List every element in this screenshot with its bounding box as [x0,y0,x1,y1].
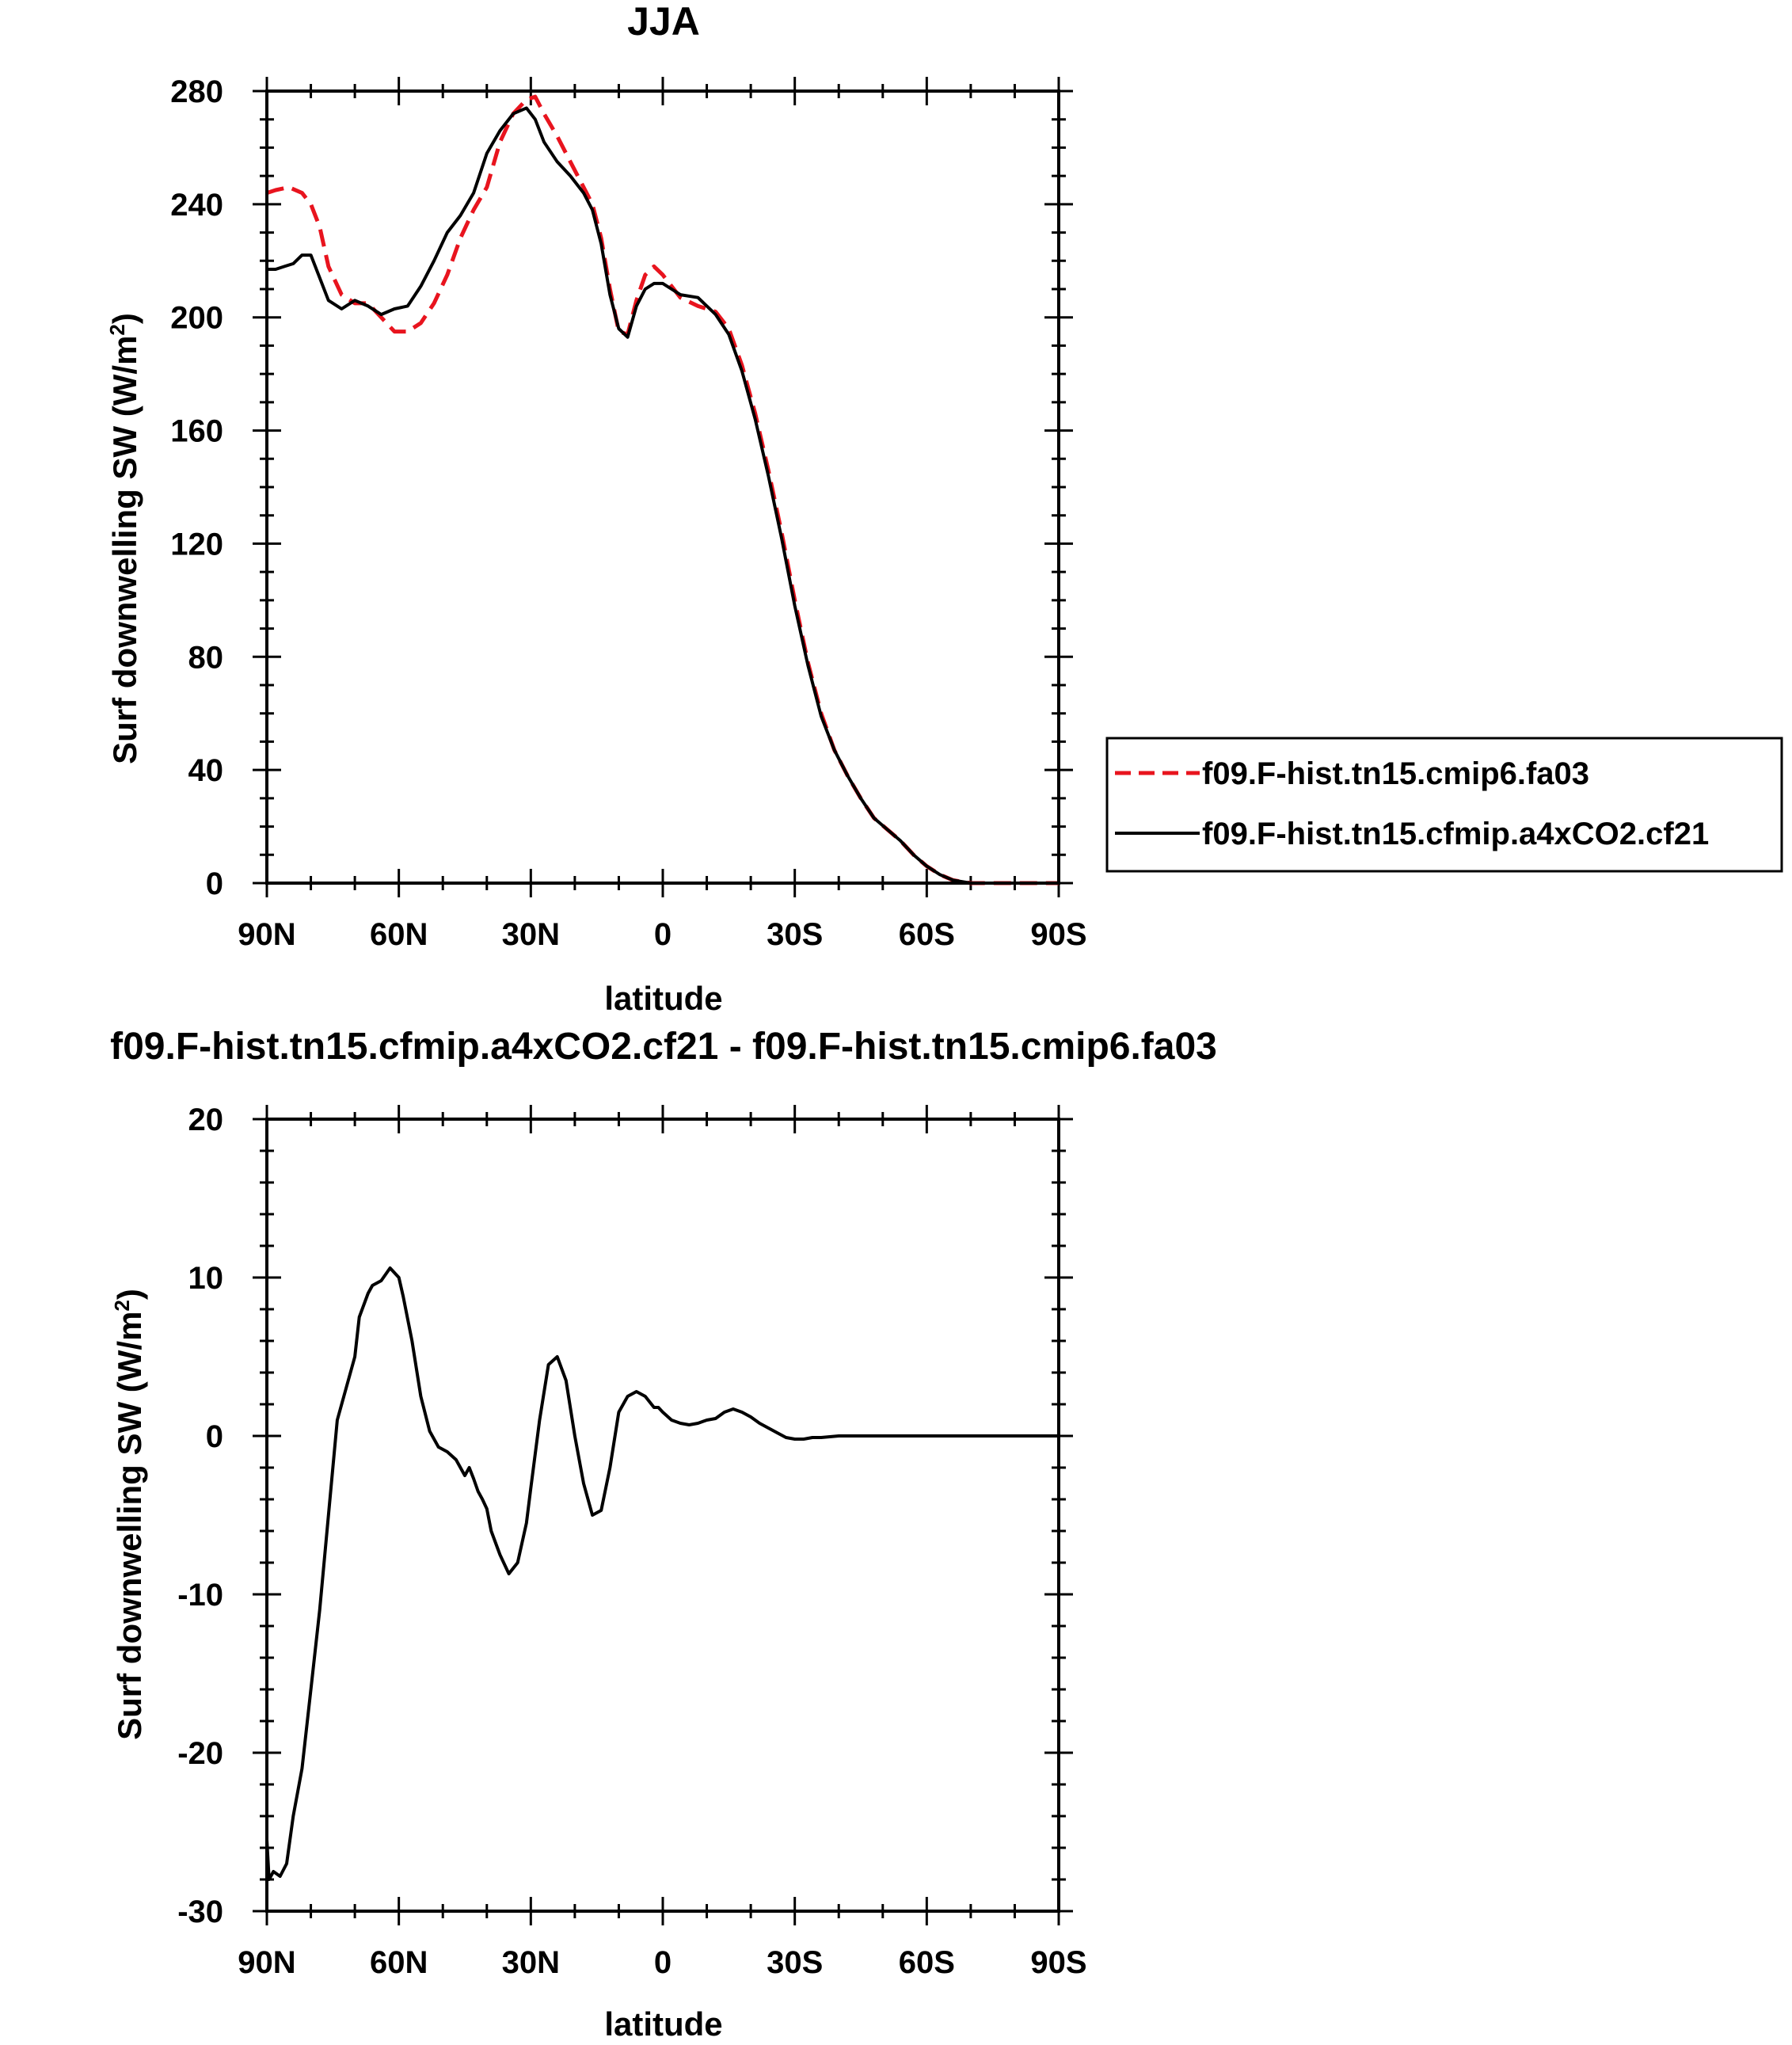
top-chart-legend: f09.F-hist.tn15.cmip6.fa03 f09.F-hist.tn… [1105,737,1783,873]
y-tick-label: -30 [177,1895,223,1929]
bottom-tick-labels: 90N 60N 30N 0 30S 60S 90S -30 -20 -10 0 10 20 [177,1102,1086,1980]
top-series-lines [266,94,1059,885]
y-tick-label: 120 [170,527,223,562]
bottom-x-axis-label: latitude [604,2005,722,2043]
bottom-series-lines [265,1266,1059,1881]
bottom-series-line-0 [265,1266,1059,1881]
x-tick-label: 60S [899,1945,955,1980]
y-tick-label: 280 [170,74,223,109]
x-tick-label: 0 [654,917,672,952]
x-tick-label: 0 [654,1945,672,1980]
bottom-plot-frame [265,1118,1060,1913]
top-chart-panel: JJA latitude Surf downwelling SW (W/m2) … [105,0,1783,1017]
legend-box [1105,737,1783,873]
y-tick-label: 80 [188,640,224,675]
top-x-axis-label: latitude [604,980,722,1017]
x-tick-label: 90S [1030,917,1086,952]
y-tick-label: -10 [177,1578,223,1613]
top-tick-labels: 90N 60N 30N 0 30S 60S 90S 0 40 80 120 160 200 240 280 [170,74,1086,952]
x-tick-label: 60N [370,917,428,952]
legend-label-cf21: f09.F-hist.tn15.cfmip.a4xCO2.cf21 [1202,817,1709,851]
legend-label-fa03: f09.F-hist.tn15.cmip6.fa03 [1202,756,1589,791]
top-plot-frame [265,89,1060,885]
y-tick-label: 0 [206,866,223,901]
x-tick-label: 30N [502,1945,560,1980]
y-tick-label: 200 [170,301,223,336]
bottom-chart-panel: f09.F-hist.tn15.cfmip.a4xCO2.cf21 - f09.… [110,1026,1217,2043]
top-y-axis-label: Surf downwelling SW (W/m2) [105,313,143,764]
x-tick-label: 30N [502,917,560,952]
y-tick-label: 0 [206,1419,223,1454]
top-series-line-1 [267,106,1059,885]
x-tick-label: 90S [1030,1945,1086,1980]
bottom-y-axis-label: Surf downwelling SW (W/m2) [110,1289,148,1740]
x-tick-label: 90N [238,1945,295,1980]
top-chart-title: JJA [627,0,700,44]
x-tick-label: 30S [767,1945,823,1980]
x-tick-label: 30S [767,917,823,952]
bottom-chart-title: f09.F-hist.tn15.cfmip.a4xCO2.cf21 - f09.… [110,1026,1217,1068]
y-tick-label: 10 [188,1261,224,1296]
y-tick-label: 40 [188,753,224,788]
y-tick-label: -20 [177,1736,223,1771]
y-tick-label: 240 [170,188,223,223]
x-tick-label: 90N [238,917,295,952]
x-tick-label: 60N [370,1945,428,1980]
x-tick-label: 60S [899,917,955,952]
y-tick-label: 20 [188,1102,224,1137]
y-tick-label: 160 [170,414,223,449]
